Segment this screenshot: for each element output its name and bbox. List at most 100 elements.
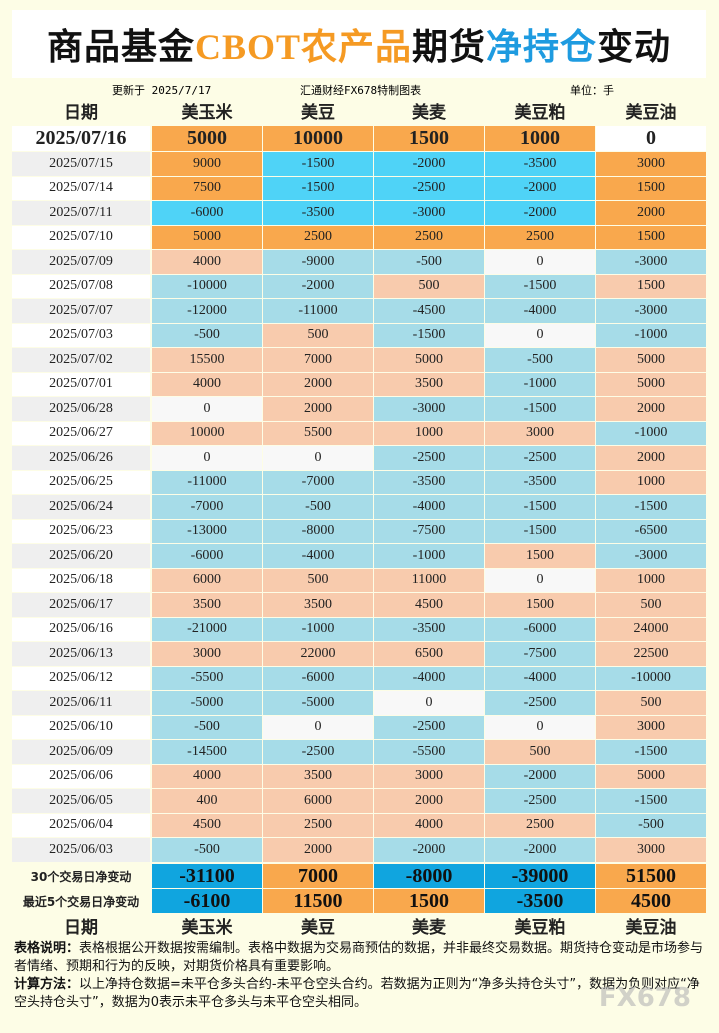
- value-cell: -7500: [374, 519, 484, 543]
- column-header: 日期: [64, 102, 98, 122]
- date-cell: 2025/06/04: [12, 813, 150, 837]
- date-cell: 2025/06/18: [12, 568, 150, 592]
- value-cell: 500: [263, 323, 373, 347]
- value-cell: -3500: [374, 470, 484, 494]
- value-cell: 2500: [263, 813, 373, 837]
- value-cell: -4000: [485, 666, 595, 690]
- value-cell: -500: [374, 250, 484, 274]
- value-cell: -500: [152, 323, 262, 347]
- value-cell: -2500: [485, 691, 595, 715]
- column-header: 美麦: [412, 102, 446, 122]
- value-cell: 0: [152, 446, 262, 470]
- value-cell: -500: [152, 715, 262, 739]
- note-text: 以上净持仓数据=未平仓多头合约-未平仓空头合约。若数据为正则为“净多头持仓头寸”…: [14, 977, 700, 1010]
- value-cell: -2000: [374, 152, 484, 176]
- title-part: 变动: [597, 27, 672, 67]
- value-cell: -1000: [596, 323, 706, 347]
- title-part: CBOT农产品: [194, 27, 412, 67]
- value-cell: -6000: [263, 666, 373, 690]
- value-cell: 5500: [263, 421, 373, 445]
- value-cell: 3500: [374, 372, 484, 396]
- value-cell: 4000: [152, 764, 262, 788]
- note: 表格说明：表格根据公开数据按需编制。表格中数据为交易商预估的数据，并非最终交易数…: [14, 940, 706, 976]
- note-label: 表格说明：: [14, 941, 80, 956]
- value-cell: -1500: [263, 176, 373, 200]
- value-cell: 3000: [596, 715, 706, 739]
- value-cell: -3500: [374, 617, 484, 641]
- value-cell: 6500: [374, 642, 484, 666]
- value-cell: -4000: [263, 544, 373, 568]
- date-cell: 2025/06/24: [12, 495, 150, 519]
- value-cell: 2000: [263, 372, 373, 396]
- value-cell: 5000: [596, 764, 706, 788]
- value-cell: 0: [152, 397, 262, 421]
- value-cell: 2500: [374, 225, 484, 249]
- value-cell: 1500: [596, 274, 706, 298]
- title-part: 商品基金: [46, 27, 195, 67]
- value-cell: -1500: [596, 740, 706, 764]
- value-cell: -12000: [152, 299, 262, 323]
- value-cell: 22500: [596, 642, 706, 666]
- value-cell: 5000: [152, 126, 262, 151]
- date-cell: 2025/06/28: [12, 397, 150, 421]
- summary-value: -8000: [374, 864, 484, 888]
- value-cell: 0: [485, 715, 595, 739]
- value-cell: 3500: [263, 593, 373, 617]
- value-cell: 4500: [152, 813, 262, 837]
- value-cell: -6000: [485, 617, 595, 641]
- date-cell: 2025/07/10: [12, 225, 150, 249]
- value-cell: -1500: [485, 495, 595, 519]
- date-cell: 2025/07/09: [12, 250, 150, 274]
- value-cell: 3000: [374, 764, 484, 788]
- date-cell: 2025/06/27: [12, 421, 150, 445]
- date-cell: 2025/07/14: [12, 176, 150, 200]
- value-cell: -13000: [152, 519, 262, 543]
- value-cell: 5000: [152, 225, 262, 249]
- column-header: 美豆: [301, 917, 335, 937]
- date-cell: 2025/06/13: [12, 642, 150, 666]
- value-cell: -4000: [485, 299, 595, 323]
- value-cell: -3000: [374, 397, 484, 421]
- column-header: 美豆粕: [514, 102, 566, 122]
- value-cell: 2000: [596, 446, 706, 470]
- value-cell: -2500: [374, 176, 484, 200]
- title: 商品基金 CBOT农产品 期货 净持仓 变动: [12, 10, 706, 78]
- date-cell: 2025/06/12: [12, 666, 150, 690]
- value-cell: 4000: [152, 372, 262, 396]
- value-cell: 1000: [596, 568, 706, 592]
- date-cell: 2025/07/15: [12, 152, 150, 176]
- value-cell: 5000: [596, 348, 706, 372]
- summary-value: -39000: [485, 864, 595, 888]
- value-cell: -21000: [152, 617, 262, 641]
- column-header: 美豆: [301, 102, 335, 122]
- value-cell: 11000: [374, 568, 484, 592]
- value-cell: -1500: [485, 397, 595, 421]
- value-cell: 6000: [263, 789, 373, 813]
- value-cell: 500: [374, 274, 484, 298]
- value-cell: 10000: [263, 126, 373, 151]
- value-cell: -2000: [485, 764, 595, 788]
- value-cell: -1500: [596, 495, 706, 519]
- value-cell: -1000: [596, 421, 706, 445]
- source: 汇通财经FX678特制图表: [300, 84, 422, 97]
- value-cell: 500: [596, 593, 706, 617]
- value-cell: -3500: [263, 201, 373, 225]
- date-cell: 2025/06/11: [12, 691, 150, 715]
- value-cell: -6000: [152, 544, 262, 568]
- value-cell: 3000: [485, 421, 595, 445]
- date-cell: 2025/06/17: [12, 593, 150, 617]
- date-cell: 2025/06/16: [12, 617, 150, 641]
- date-cell: 2025/07/08: [12, 274, 150, 298]
- unit: 单位：手: [570, 84, 614, 97]
- value-cell: 0: [263, 446, 373, 470]
- value-cell: -4500: [374, 299, 484, 323]
- summary-value: -31100: [152, 864, 262, 888]
- value-cell: 4000: [152, 250, 262, 274]
- value-cell: -5000: [152, 691, 262, 715]
- value-cell: 500: [485, 740, 595, 764]
- value-cell: -11000: [152, 470, 262, 494]
- value-cell: 1500: [596, 176, 706, 200]
- value-cell: -1500: [485, 274, 595, 298]
- value-cell: 2000: [263, 838, 373, 862]
